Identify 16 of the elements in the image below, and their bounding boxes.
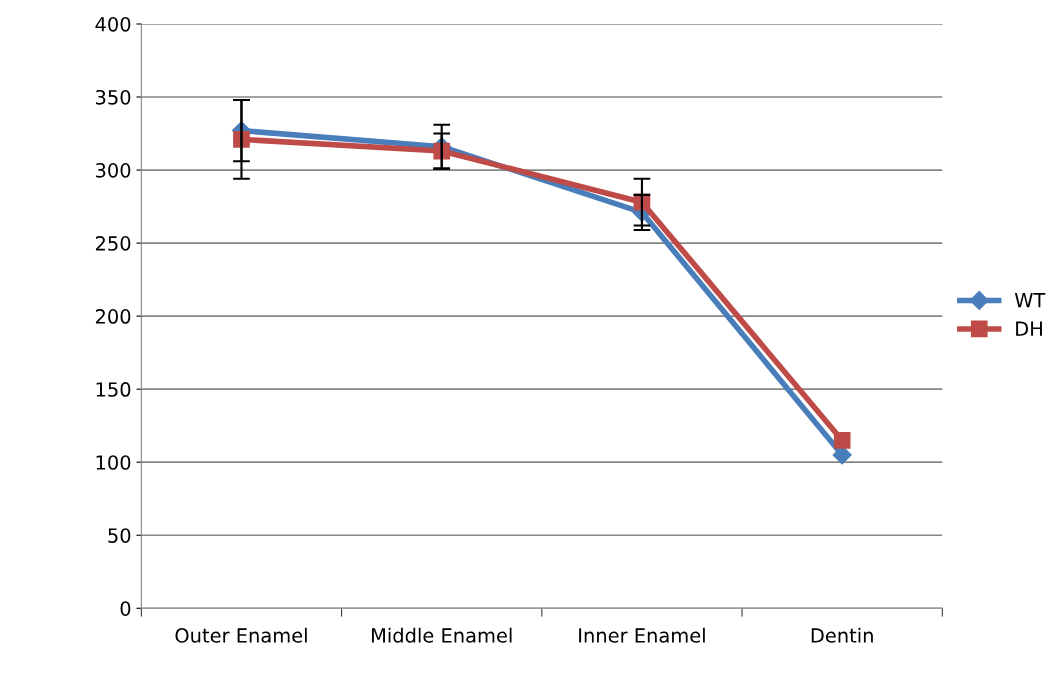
legend-label: WT bbox=[1014, 293, 1046, 308]
y-tick-label: 400 bbox=[95, 16, 131, 32]
x-tick-label: Middle Enamel bbox=[371, 627, 512, 643]
y-tick-label: 250 bbox=[95, 236, 131, 251]
x-tick-label: Dentin bbox=[811, 627, 873, 643]
x-tick-label: Inner Enamel bbox=[579, 627, 705, 643]
y-tick-label: 350 bbox=[95, 89, 131, 105]
y-tick-label: 300 bbox=[95, 163, 131, 178]
y-tick-label: 0 bbox=[120, 601, 131, 616]
y-tick-label: 200 bbox=[95, 309, 131, 324]
y-tick-label: 50 bbox=[108, 528, 131, 543]
y-tick-label: 150 bbox=[96, 382, 131, 397]
legend-label: DH bbox=[1016, 321, 1042, 336]
y-tick-label: 100 bbox=[96, 455, 131, 470]
x-tick-label: Outer Enamel bbox=[175, 627, 307, 643]
point bbox=[833, 431, 851, 449]
